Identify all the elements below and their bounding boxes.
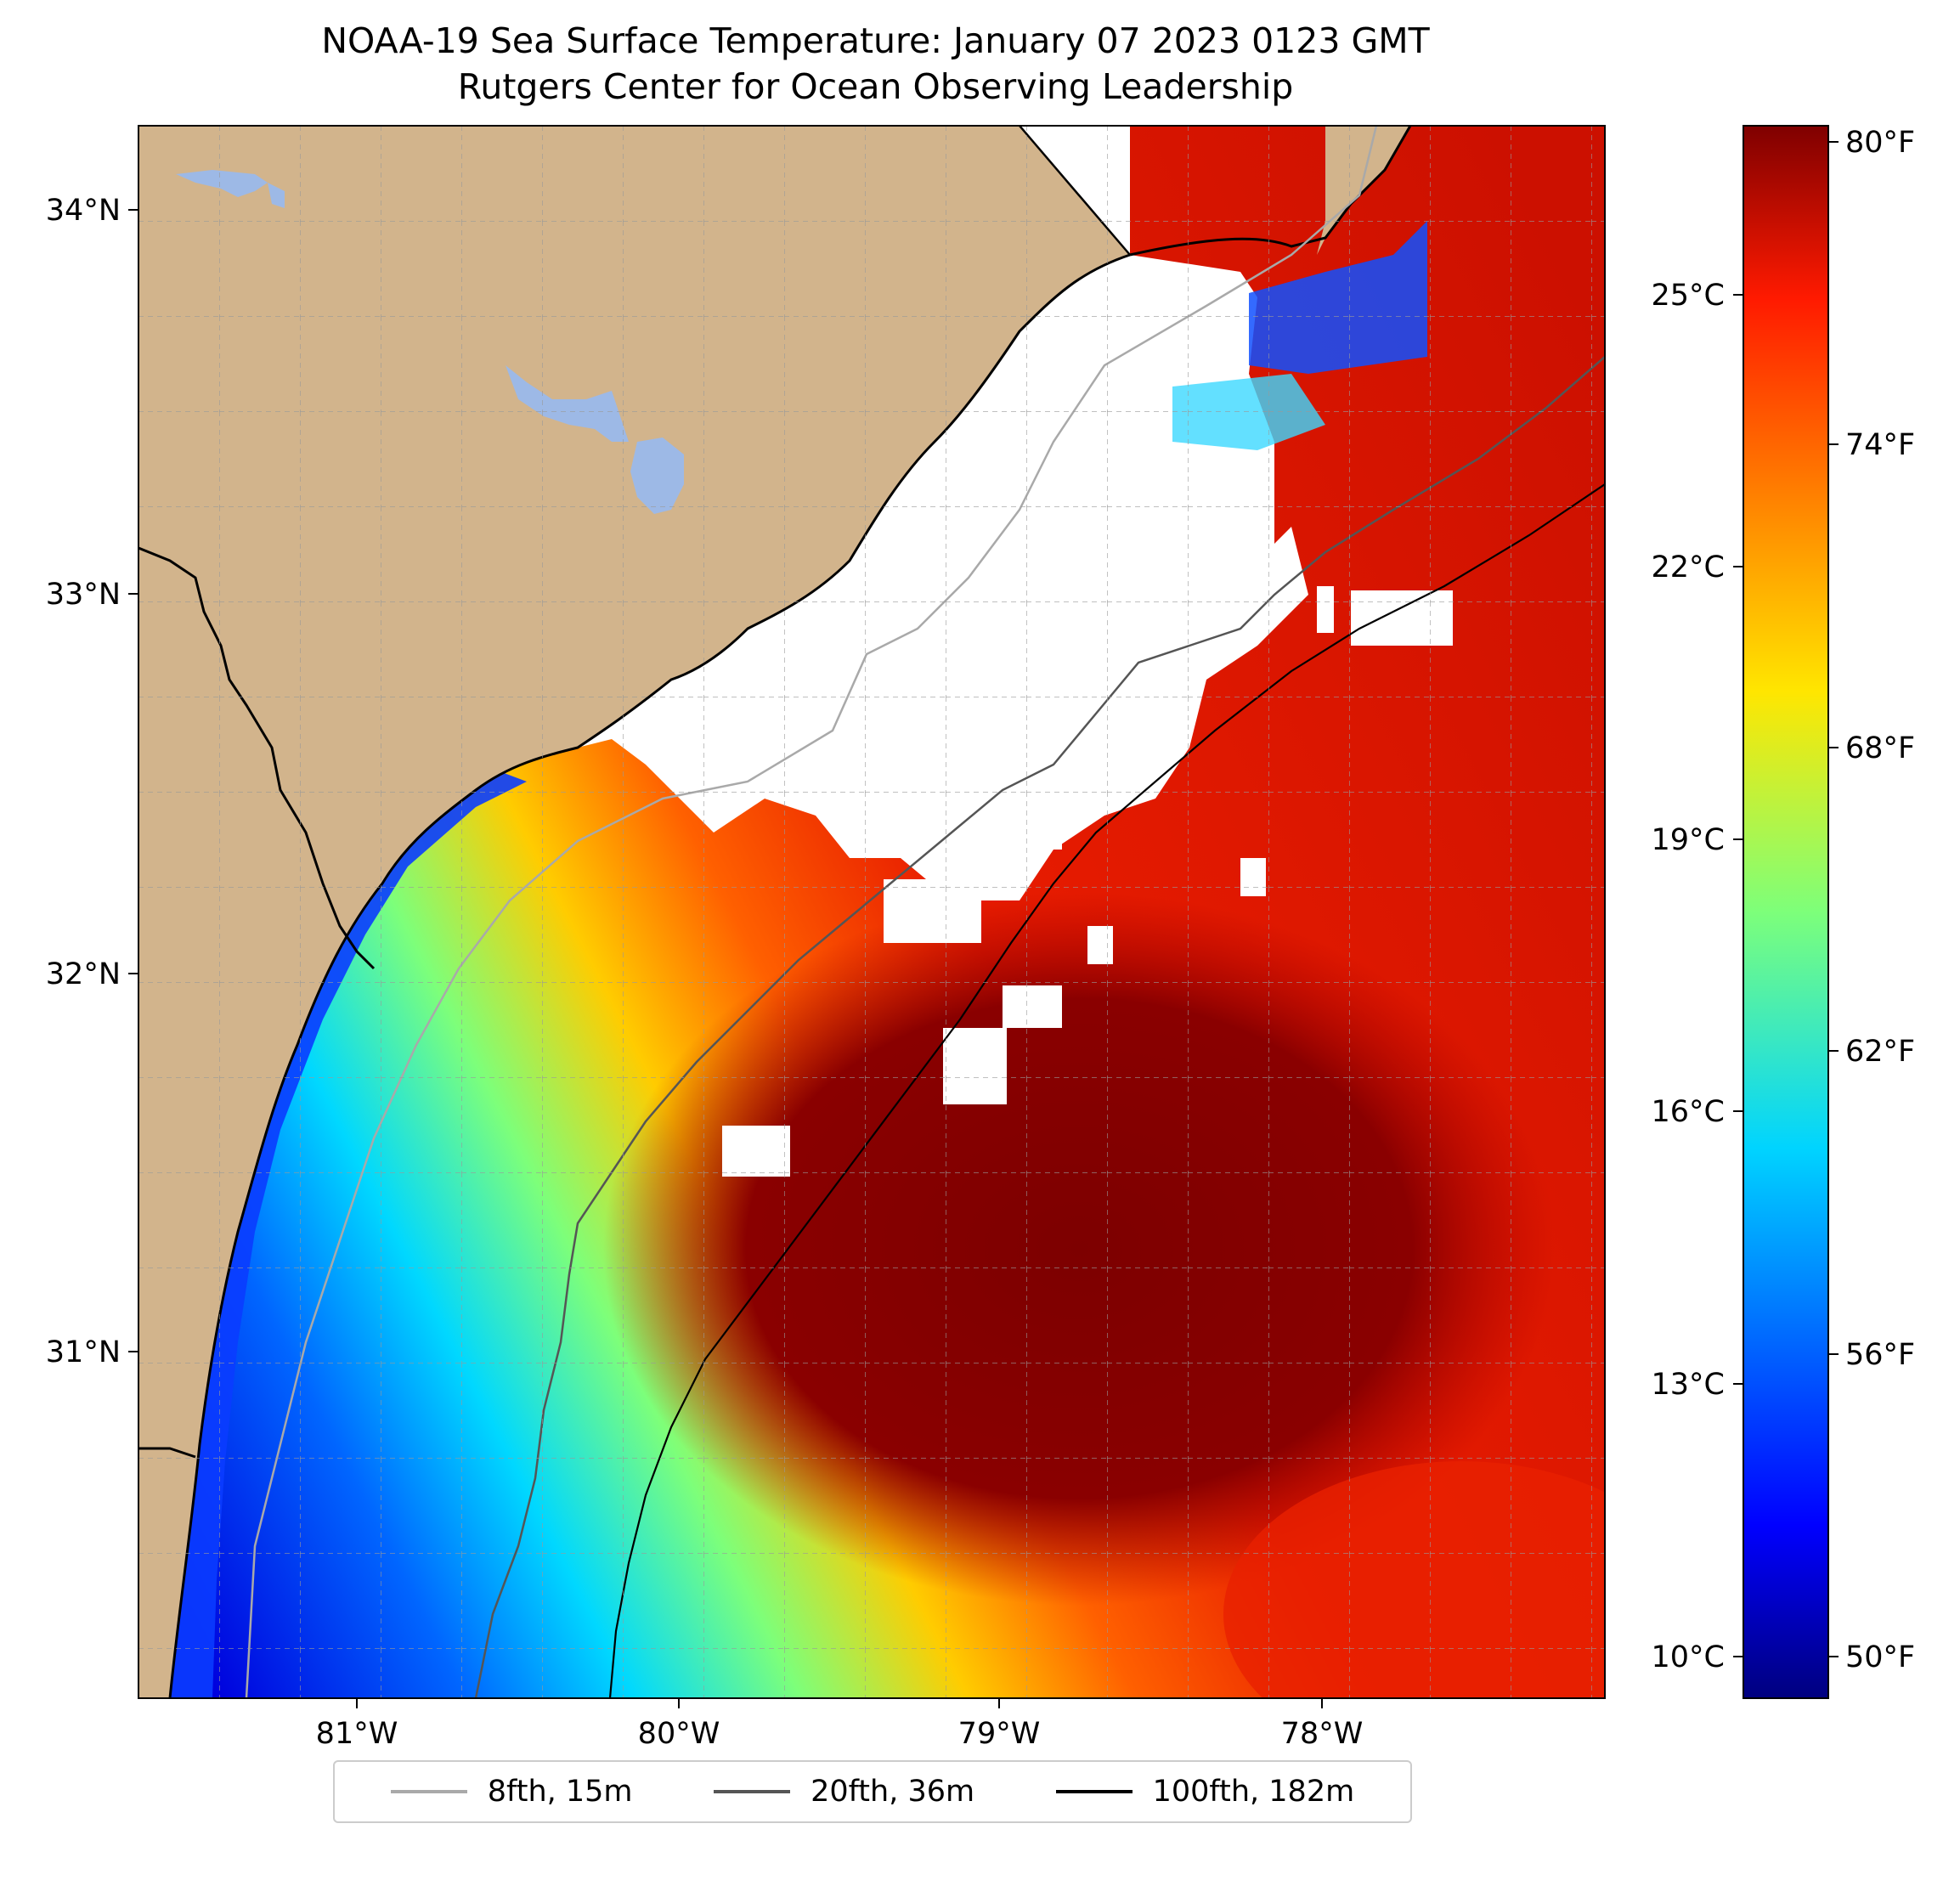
colorbar-celsius-label: 22°C — [1652, 550, 1725, 584]
lon-axis: 81°W 80°W 79°W 78°W — [316, 1698, 1364, 1751]
isobath-legend: 8fth, 15m 20fth, 36m 100fth, 182m — [333, 1760, 1412, 1823]
legend-label: 8fth, 15m — [487, 1775, 633, 1809]
colorbar: 25°C 22°C 19°C 16°C 13°C 10°C 80°F 74°F … — [1652, 125, 1915, 1699]
lon-label: 81°W — [316, 1717, 398, 1751]
chart-title: NOAA-19 Sea Surface Temperature: January… — [321, 20, 1430, 61]
colorbar-celsius-label: 19°C — [1652, 823, 1725, 857]
chart-subtitle: Rutgers Center for Ocean Observing Leade… — [457, 66, 1294, 107]
colorbar-fahrenheit-label: 80°F — [1845, 126, 1915, 160]
lat-axis: 34°N 33°N 32°N 31°N — [46, 194, 138, 1369]
lon-label: 79°W — [958, 1717, 1041, 1751]
colorbar-fahrenheit-label: 62°F — [1845, 1035, 1915, 1069]
legend-line-swatch — [714, 1790, 791, 1793]
graticule — [138, 126, 1605, 1698]
legend-label: 20fth, 36m — [811, 1775, 975, 1809]
map-plot-area — [138, 126, 1605, 1698]
colorbar-celsius-label: 13°C — [1652, 1368, 1725, 1402]
legend-label: 100fth, 182m — [1152, 1775, 1355, 1809]
map-frame — [138, 125, 1606, 1699]
colorbar-celsius-label: 25°C — [1652, 279, 1725, 313]
legend-entry-100fth: 100fth, 182m — [1055, 1775, 1355, 1809]
colorbar-fahrenheit-label: 68°F — [1845, 731, 1915, 765]
legend-line-swatch — [390, 1790, 467, 1793]
lat-label: 32°N — [46, 957, 121, 991]
lat-label: 31°N — [46, 1335, 121, 1369]
lat-label: 33°N — [46, 578, 121, 612]
colorbar-fahrenheit-label: 50°F — [1845, 1640, 1915, 1674]
lon-label: 78°W — [1281, 1717, 1364, 1751]
lat-label: 34°N — [46, 194, 121, 228]
colorbar-celsius-label: 10°C — [1652, 1640, 1725, 1674]
colorbar-fahrenheit-label: 74°F — [1845, 428, 1915, 462]
lon-label: 80°W — [638, 1717, 720, 1751]
legend-entry-8fth: 8fth, 15m — [390, 1775, 633, 1809]
colorbar-celsius-label: 16°C — [1652, 1095, 1725, 1129]
colorbar-fahrenheit-label: 56°F — [1845, 1338, 1915, 1372]
colorbar-gradient — [1743, 125, 1829, 1699]
legend-line-swatch — [1055, 1790, 1133, 1793]
legend-entry-20fth: 20fth, 36m — [714, 1775, 974, 1809]
